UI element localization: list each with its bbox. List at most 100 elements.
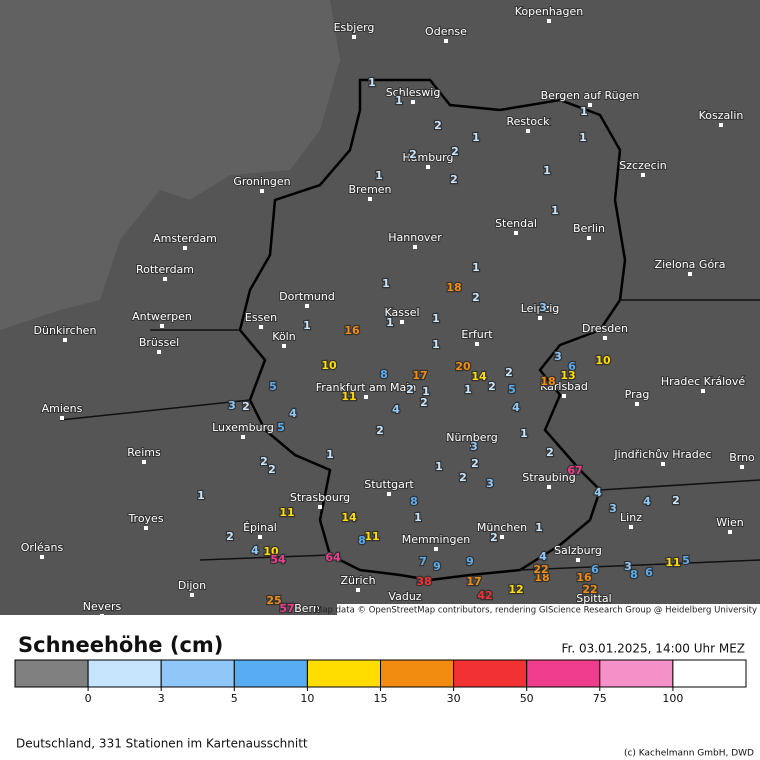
station-value: 4 bbox=[289, 407, 297, 420]
station-value: 6 bbox=[645, 566, 653, 579]
legend-tick-label: 0 bbox=[85, 692, 92, 705]
city-dot bbox=[635, 402, 639, 406]
city-label: Groningen bbox=[233, 175, 290, 188]
station-value: 1 bbox=[382, 277, 390, 290]
city-label: Nevers bbox=[83, 600, 122, 613]
city-label: Zürich bbox=[340, 574, 375, 587]
city-dot bbox=[719, 123, 723, 127]
station-value: 1 bbox=[197, 489, 205, 502]
station-value: 5 bbox=[277, 421, 285, 434]
station-value: 1 bbox=[579, 131, 587, 144]
station-value: 20 bbox=[455, 360, 471, 373]
station-value: 5 bbox=[682, 554, 690, 567]
city-label: Koszalin bbox=[699, 109, 744, 122]
city-label: Antwerpen bbox=[132, 310, 192, 323]
station-value: 12 bbox=[508, 583, 523, 596]
station-value: 22 bbox=[533, 563, 548, 576]
city-dot bbox=[60, 416, 64, 420]
city-label: Amiens bbox=[42, 402, 83, 415]
city-dot bbox=[400, 320, 404, 324]
station-value: 2 bbox=[226, 530, 234, 543]
station-value: 8 bbox=[358, 534, 366, 547]
station-value: 3 bbox=[624, 560, 632, 573]
city-label: Bergen auf Rügen bbox=[541, 89, 640, 102]
city-dot bbox=[547, 19, 551, 23]
station-value: 2 bbox=[242, 400, 250, 413]
station-value: 9 bbox=[466, 555, 474, 568]
city-label: Odense bbox=[425, 25, 467, 38]
city-dot bbox=[282, 344, 286, 348]
city-dot bbox=[259, 325, 263, 329]
city-label: Wien bbox=[716, 516, 743, 529]
station-value: 14 bbox=[341, 511, 357, 524]
station-value: 8 bbox=[380, 368, 388, 381]
station-value: 11 bbox=[279, 506, 294, 519]
city-dot bbox=[470, 445, 474, 449]
city-label: Esbjerg bbox=[334, 21, 375, 34]
legend-swatch bbox=[672, 659, 747, 688]
city-label: Dortmund bbox=[279, 290, 335, 303]
city-label: Amsterdam bbox=[153, 232, 217, 245]
legend-swatch bbox=[526, 659, 601, 688]
station-value: 2 bbox=[451, 145, 459, 158]
city-label: Erfurt bbox=[461, 328, 493, 341]
city-dot bbox=[514, 231, 518, 235]
station-value: 4 bbox=[594, 486, 602, 499]
city-label: Épinal bbox=[243, 521, 277, 534]
legend-swatch bbox=[599, 659, 674, 688]
attribution-bg bbox=[337, 604, 760, 615]
city-dot bbox=[629, 525, 633, 529]
city-label: Bern bbox=[294, 602, 320, 615]
station-value: 5 bbox=[269, 380, 277, 393]
city-label: Bremen bbox=[348, 183, 391, 196]
station-value: 38 bbox=[416, 575, 431, 588]
station-value: 10 bbox=[595, 354, 611, 367]
station-value: 64 bbox=[325, 551, 341, 564]
station-value: 1 bbox=[326, 448, 334, 461]
legend-date: Fr. 03.01.2025, 14:00 Uhr MEZ bbox=[561, 642, 745, 656]
city-label: Rotterdam bbox=[136, 263, 194, 276]
station-value: 1 bbox=[580, 105, 588, 118]
station-value: 3 bbox=[554, 350, 562, 363]
city-dot bbox=[63, 338, 67, 342]
station-value: 2 bbox=[490, 531, 498, 544]
station-value: 5 bbox=[508, 383, 516, 396]
station-value: 8 bbox=[410, 495, 418, 508]
city-label: Frankfurt am Main bbox=[316, 381, 417, 394]
city-dot bbox=[241, 435, 245, 439]
station-value: 2 bbox=[471, 457, 479, 470]
station-value: 14 bbox=[471, 370, 487, 383]
station-value: 2 bbox=[459, 471, 467, 484]
station-value: 3 bbox=[228, 399, 236, 412]
station-value: 1 bbox=[472, 261, 480, 274]
city-label: Brno bbox=[729, 451, 755, 464]
station-value: 10 bbox=[321, 359, 337, 372]
station-value: 3 bbox=[609, 502, 617, 515]
city-dot bbox=[641, 173, 645, 177]
city-dot bbox=[728, 530, 732, 534]
map: Kopenhagen Esbjerg Odense Schleswig Bergen a… bbox=[0, 0, 760, 615]
city-label: Hradec Králové bbox=[661, 375, 746, 388]
city-dot bbox=[183, 246, 187, 250]
city-label: Linz bbox=[620, 511, 642, 524]
city-dot bbox=[701, 389, 705, 393]
city-dot bbox=[163, 277, 167, 281]
city-dot bbox=[475, 342, 479, 346]
city-dot bbox=[364, 395, 368, 399]
city-label: Straubing bbox=[522, 471, 576, 484]
station-value: 2 bbox=[376, 424, 384, 437]
legend-tick-label: 75 bbox=[593, 692, 607, 705]
station-value: 1 bbox=[422, 385, 430, 398]
station-value: 11 bbox=[364, 530, 379, 543]
station-value: 1 bbox=[432, 338, 440, 351]
city-dot bbox=[100, 614, 104, 615]
city-label: Luxemburg bbox=[212, 421, 274, 434]
legend: Schneehöhe (cm) Fr. 03.01.2025, 14:00 Uh… bbox=[14, 633, 754, 759]
station-value: 2 bbox=[450, 173, 458, 186]
footer-copyright: (c) Kachelmann GmbH, DWD bbox=[624, 749, 754, 759]
city-label: Kopenhagen bbox=[515, 5, 584, 18]
city-label: Hannover bbox=[388, 231, 442, 244]
city-label: Stuttgart bbox=[364, 478, 414, 491]
city-dot bbox=[142, 460, 146, 464]
sea bbox=[0, 0, 340, 330]
